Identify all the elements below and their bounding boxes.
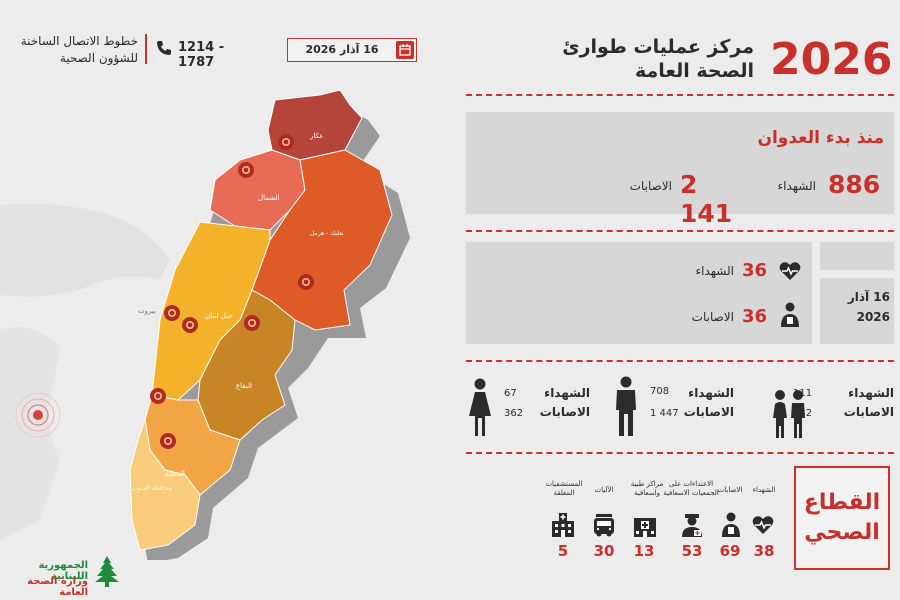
since-start-deaths-value: 886: [828, 170, 881, 199]
daily-empty-box: [820, 242, 894, 270]
phone-icon: [156, 40, 172, 56]
men-deaths-value: 708: [650, 386, 670, 397]
children-injuries-label: الاصابات: [843, 405, 894, 419]
hotline-phone: 1214 - 1787: [178, 40, 225, 70]
header-date-box: 16 آذار 2026: [287, 38, 417, 62]
region-bekaa: [197, 289, 296, 441]
hotline-label-line1: خطوط الاتصال الساخنة: [20, 34, 138, 48]
heart-pulse-icon: [752, 514, 774, 536]
women-deaths-label: الشهداء: [544, 386, 590, 400]
map-marker: [164, 305, 180, 321]
hs-attacks-label: الاعتداءات على الجمعيات الاسعافية: [663, 480, 719, 497]
footer-line2: وزارة الصحة العامة: [27, 576, 88, 598]
daily-panel: 36 الشهداء 36 الاصابات: [466, 242, 812, 344]
label-akkar: عكار: [309, 132, 324, 140]
hs-centers-value: 13: [633, 542, 655, 560]
men-injuries-value: 1 447: [650, 408, 679, 419]
header-date-text: 16 آذار 2026: [305, 43, 379, 56]
label-south: محافظة الجنوب: [132, 485, 172, 492]
children-deaths-label: الشهداء: [848, 386, 894, 400]
children-deaths-value: 111: [793, 388, 813, 399]
hs-centers-label: مراكز طبية واسعافية: [630, 480, 664, 497]
women-deaths-value: 67: [504, 388, 517, 399]
daily-injuries-label: الاصابات: [691, 310, 734, 324]
map-marker: [150, 388, 166, 404]
label-beirut: بيروت: [138, 307, 156, 315]
hs-hospitals-value: 5: [557, 542, 569, 560]
map-marker: [238, 162, 254, 178]
ambulance-icon: [592, 512, 616, 538]
lebanon-map: عكار الشمال بعلبك - هرمل جبل لبنان بيروت…: [0, 89, 410, 560]
men-injuries-label: الاصابات: [683, 405, 734, 419]
header-divider: [145, 34, 147, 64]
daily-date-line1: 16 آذار: [847, 290, 890, 304]
hs-attacks-value: 53: [681, 542, 703, 560]
footer-line1: الجمهورية اللبنانية: [38, 560, 88, 582]
since-start-deaths-label: الشهداء: [777, 179, 816, 193]
hs-injuries-label: الاصابات: [717, 486, 743, 494]
divider-top: [466, 94, 894, 96]
hs-injuries-value: 69: [719, 542, 741, 560]
women-injuries-label: الاصابات: [539, 405, 590, 419]
label-north: الشمال: [258, 194, 280, 202]
divider-bottom: [466, 452, 894, 454]
children-injuries-value: 332: [793, 408, 813, 419]
injured-person-icon: [779, 302, 801, 328]
divider-mid2: [466, 360, 894, 362]
hospital-icon: [550, 512, 576, 538]
region-south: [129, 419, 201, 551]
region-baalbek: [251, 149, 393, 331]
heart-pulse-icon: [779, 260, 801, 282]
hotline-label-line2: للشؤون الصحية: [59, 51, 138, 65]
label-nabatieh: النبطية: [165, 470, 185, 478]
divider-mid1: [466, 230, 894, 232]
year-title: 2026: [770, 34, 893, 85]
map-marker: [244, 315, 260, 331]
daily-date-box: 16 آذار 2026: [820, 278, 894, 344]
epicenter-pulse: [15, 392, 61, 438]
hs-vehicles-value: 30: [593, 542, 615, 560]
since-start-title: منذ بدء العدوان: [757, 128, 884, 148]
region-north: [209, 149, 306, 231]
label-mount-lebanon: جبل لبنان: [205, 312, 233, 320]
map-background-land: [0, 203, 170, 297]
health-sector-title-line1: القطاع: [803, 490, 881, 515]
header-title-line2: الصحة العامة: [635, 60, 754, 82]
man-icon: [614, 376, 638, 438]
map-background-land: [0, 327, 60, 540]
cedar-logo-icon: [92, 554, 122, 588]
hs-deaths-label: الشهداء: [752, 486, 776, 494]
health-sector-title-line2: الصحي: [804, 520, 880, 545]
calendar-icon: [396, 41, 414, 59]
daily-date-line2: 2026: [856, 310, 890, 324]
label-bekaa: البقاع: [236, 382, 252, 390]
since-start-injuries-value: 2 141: [680, 170, 733, 228]
daily-deaths-label: الشهداء: [695, 264, 734, 278]
health-sector-box: القطاع الصحي: [794, 466, 890, 570]
paramedic-icon: [680, 510, 704, 538]
label-baalbek: بعلبك - هرمل: [310, 230, 344, 237]
since-start-injuries-label: الاصابات: [629, 179, 672, 193]
since-start-panel: منذ بدء العدوان 886 الشهداء 2 141 الاصاب…: [466, 112, 894, 228]
daily-deaths-value: 36: [742, 260, 768, 281]
woman-icon: [468, 378, 492, 438]
map-marker: [278, 134, 294, 150]
hs-vehicles-label: الآليات: [594, 486, 614, 494]
injured-person-icon: [720, 512, 742, 538]
hs-hospitals-label: المستشفيات المغلقة: [545, 480, 583, 497]
medical-center-icon: [632, 512, 658, 538]
women-injuries-value: 362: [504, 408, 524, 419]
map-marker: [160, 433, 176, 449]
daily-injuries-value: 36: [742, 306, 768, 327]
map-marker: [182, 317, 198, 333]
header-title-line1: مركز عمليات طوارئ: [562, 36, 754, 58]
children-icon: [771, 388, 807, 440]
map-marker: [298, 274, 314, 290]
men-deaths-label: الشهداء: [688, 386, 734, 400]
hs-deaths-value: 38: [753, 542, 775, 560]
